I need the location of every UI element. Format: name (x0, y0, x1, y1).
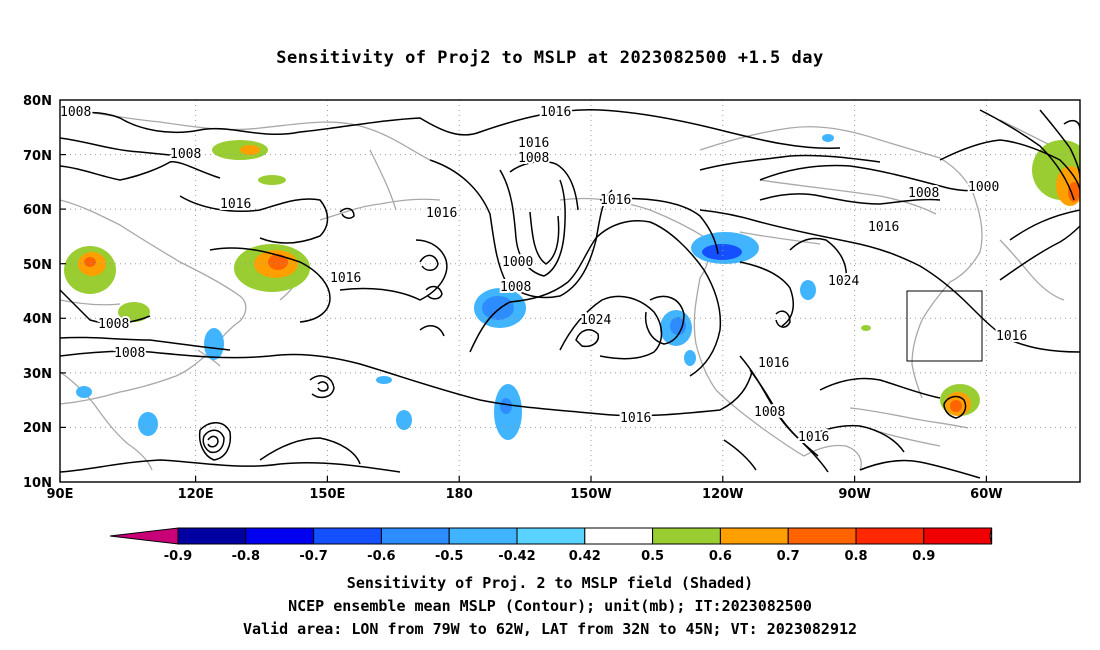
contour-label: 1024 (580, 313, 611, 328)
lon-tick-label: 150E (309, 487, 345, 502)
lat-tick-label: 60N (23, 203, 52, 218)
contour-label: 1024 (828, 274, 859, 289)
coastlines (60, 107, 1080, 471)
contour-label: 1008 (114, 346, 145, 361)
colorbar-tick-label: 0.7 (777, 549, 800, 564)
contour-label: 1016 (220, 197, 251, 212)
contour-label: 1000 (968, 180, 999, 195)
colorbar-segment (245, 527, 315, 545)
contour-label: 1008 (518, 151, 549, 166)
contour-label-group: 1008 1008 1016 1016 1016 1008 1016 1016 … (60, 103, 1001, 447)
contour-label: 1008 (500, 280, 531, 295)
mslp-contours (60, 108, 1080, 479)
colorbar-tick-labels: -0.9 -0.8 -0.7 -0.6 -0.5 -0.42 0.42 0.5 0.6 0.7 0.… (164, 549, 936, 564)
footer-line-contour: NCEP ensemble mean MSLP (Contour); unit(… (288, 597, 812, 615)
lat-tick-label: 10N (23, 476, 52, 491)
contour-label: 1008 (170, 147, 201, 162)
contour-label: 1016 (600, 193, 631, 208)
contour-label: 1008 (98, 317, 129, 332)
map-title: Sensitivity of Proj2 to MSLP at 20230825… (276, 48, 824, 68)
lon-tick-label: 120W (702, 487, 743, 502)
colorbar-segment (448, 527, 518, 545)
contour-label: 1016 (330, 271, 361, 286)
lat-tick-label: 40N (23, 312, 52, 327)
lon-tick-label: 120E (178, 487, 214, 502)
contour-label: 1016 (426, 206, 457, 221)
contour-label: 1008 (908, 186, 939, 201)
colorbar-segment (177, 527, 247, 545)
lon-tick-label: 150W (570, 487, 611, 502)
footer-line-shading: Sensitivity of Proj. 2 to MSLP field (Sh… (346, 574, 754, 592)
colorbar-tick-label: -0.8 (232, 549, 260, 564)
lat-tick-label: 50N (23, 258, 52, 273)
contour-label: 1008 (754, 405, 785, 420)
colorbar-segment (923, 527, 993, 545)
contour-label: 1016 (540, 105, 571, 120)
contour-label: 1008 (60, 105, 91, 120)
colorbar-tick-label: -0.9 (164, 549, 192, 564)
colorbar-tick-label: -0.6 (367, 549, 395, 564)
colorbar-segment (516, 527, 586, 545)
colorbar (109, 527, 993, 545)
colorbar-tick-label: -0.42 (498, 549, 535, 564)
lat-tick-label: 30N (23, 367, 52, 382)
colorbar-tick-label: 0.5 (641, 549, 664, 564)
graticule (60, 100, 1080, 482)
contour-label: 1016 (518, 136, 549, 151)
contour-label: 1000 (502, 255, 533, 270)
contour-label: 1016 (758, 356, 789, 371)
plot-frame (59, 99, 1081, 483)
lat-tick-label: 70N (23, 149, 52, 164)
colorbar-segment (787, 527, 857, 545)
latitude-labels: 10N 20N 30N 40N 50N 60N 70N 80N (23, 94, 52, 491)
colorbar-arrow-high (989, 527, 993, 545)
colorbar-tick-label: -0.5 (435, 549, 463, 564)
colorbar-segment (584, 527, 654, 545)
colorbar-tick-label: 0.6 (709, 549, 732, 564)
colorbar-segment (652, 527, 721, 545)
longitude-labels: 90E 120E 150E 180 150W 120W 90W 60W (47, 487, 1003, 502)
axis-ticks (59, 154, 988, 482)
colorbar-segment (380, 527, 450, 545)
lat-tick-label: 80N (23, 94, 52, 109)
contour-label: 1016 (868, 220, 899, 235)
contour-label: 1016 (620, 411, 651, 426)
valid-area-box (906, 290, 983, 362)
lat-tick-label: 20N (23, 421, 52, 436)
colorbar-segment (719, 527, 789, 545)
colorbar-tick-label: 0.9 (912, 549, 935, 564)
contour-label: 1016 (996, 329, 1027, 344)
colorbar-tick-label: 0.8 (844, 549, 867, 564)
colorbar-arrow-low (109, 527, 179, 545)
colorbar-segment (313, 527, 382, 545)
lon-tick-label: 180 (446, 487, 473, 502)
contour-label: 1016 (798, 430, 829, 445)
lon-tick-label: 90E (47, 487, 74, 502)
lon-tick-label: 60W (970, 487, 1002, 502)
colorbar-segment (855, 527, 925, 545)
colorbar-tick-label: -0.7 (299, 549, 327, 564)
lon-tick-label: 90W (838, 487, 870, 502)
footer-line-valid-area: Valid area: LON from 79W to 62W, LAT fro… (242, 620, 858, 638)
colorbar-tick-label: 0.42 (569, 549, 601, 564)
